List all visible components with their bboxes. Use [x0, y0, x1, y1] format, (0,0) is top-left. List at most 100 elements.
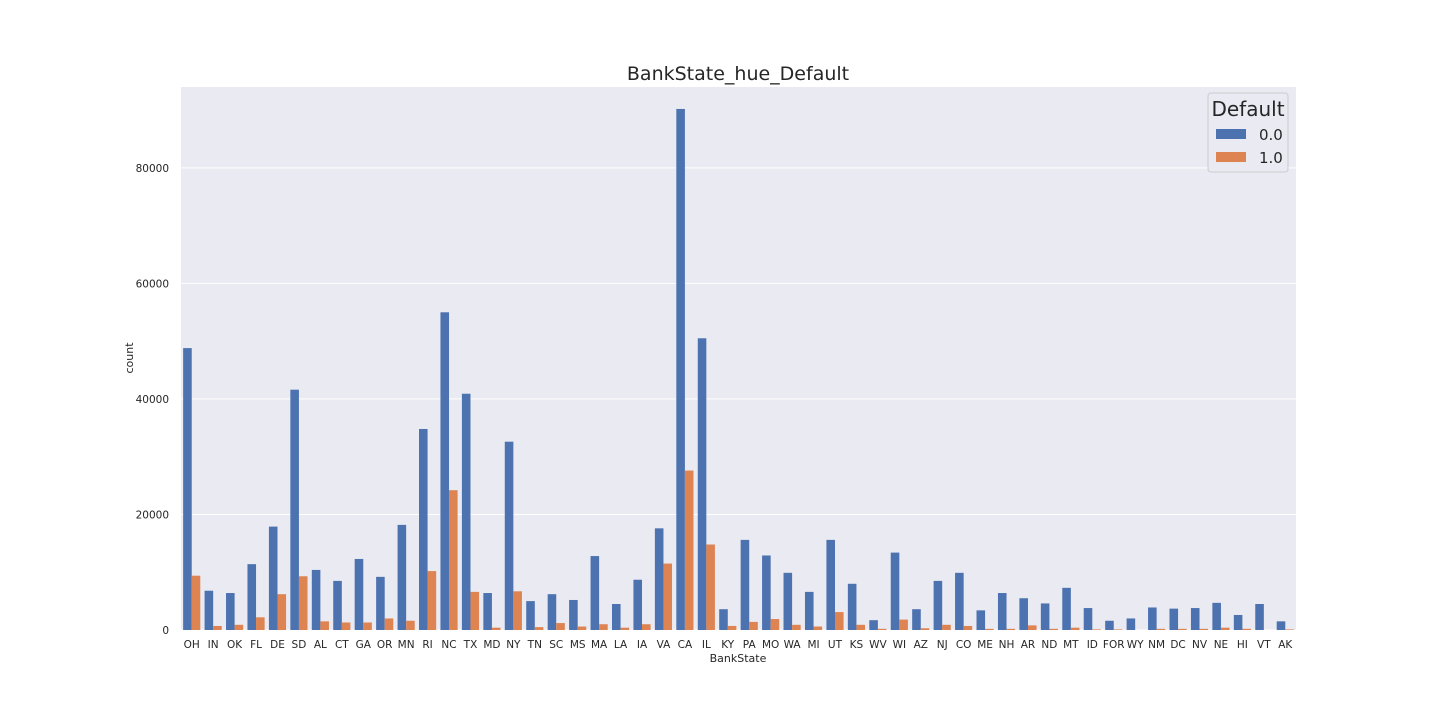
bar-FL-1.0: [256, 617, 265, 630]
x-axis-label: BankState: [710, 652, 767, 665]
bar-NE-1.0: [1220, 627, 1230, 630]
bar-TX-1.0: [470, 591, 480, 630]
bar-HI-0.0: [1233, 614, 1243, 630]
bar-MD-1.0: [491, 627, 501, 630]
bar-OR-0.0: [376, 576, 385, 630]
bar-AZ-1.0: [920, 628, 930, 630]
bar-GA-1.0: [363, 622, 372, 630]
x-tick-label-TX: TX: [463, 639, 478, 651]
bar-WA-1.0: [792, 624, 801, 630]
y-axis-label: count: [123, 342, 136, 374]
x-tick-label-GA: GA: [356, 639, 372, 651]
bar-MI-1.0: [813, 626, 823, 630]
bar-NH-0.0: [997, 593, 1007, 630]
bars: [183, 108, 1294, 631]
x-tick-label-FL: FL: [250, 639, 262, 651]
x-tick-label-IN: IN: [208, 639, 219, 651]
bar-CT-0.0: [333, 580, 342, 630]
x-tick-label-CA: CA: [678, 639, 693, 651]
x-tick-label-VT: VT: [1257, 639, 1271, 651]
bar-MD-0.0: [483, 593, 492, 630]
bar-NE-0.0: [1212, 602, 1221, 630]
x-tick-label-WV: WV: [869, 639, 887, 651]
bar-SD-1.0: [298, 576, 308, 630]
bar-CO-0.0: [955, 572, 964, 630]
bar-DC-1.0: [1178, 628, 1187, 630]
bar-AR-0.0: [1019, 598, 1028, 630]
bar-AK-0.0: [1276, 621, 1286, 630]
x-tick-label-OR: OR: [377, 639, 393, 651]
bar-WA-0.0: [783, 572, 793, 630]
bar-MA-1.0: [599, 624, 608, 630]
bar-TN-0.0: [526, 601, 535, 630]
x-tick-label-LA: LA: [614, 639, 628, 651]
x-tick-labels: OH IN OK FL DE SD AL CT GA OR MN RI NC TX MD NY TN SC MS MA…: [184, 639, 1294, 651]
bar-SD-0.0: [290, 389, 299, 630]
x-tick-label-MA: MA: [591, 639, 608, 651]
y-tick-label-2: 40000: [136, 394, 169, 406]
x-tick-label-NE: NE: [1214, 639, 1229, 651]
bar-DC-0.0: [1169, 608, 1179, 630]
legend-label-0: 0.0: [1259, 126, 1283, 144]
x-tick-label-WI: WI: [893, 639, 906, 651]
bar-DE-1.0: [277, 594, 287, 630]
bar-HI-1.0: [1242, 628, 1251, 630]
x-tick-label-AL: AL: [314, 639, 327, 651]
bar-NJ-0.0: [933, 580, 943, 630]
bar-IA-1.0: [642, 624, 651, 630]
bar-NC-0.0: [440, 312, 450, 630]
bar-NV-1.0: [1199, 628, 1209, 630]
bar-OH-1.0: [191, 575, 201, 630]
bar-DE-0.0: [268, 526, 278, 630]
x-tick-label-ME: ME: [977, 639, 993, 651]
x-tick-label-NJ: NJ: [937, 639, 948, 651]
bar-CA-0.0: [676, 108, 685, 631]
bar-MS-1.0: [577, 626, 587, 630]
bar-AL-1.0: [320, 621, 329, 630]
bar-VT-0.0: [1255, 604, 1264, 630]
bar-FOR-0.0: [1105, 620, 1114, 630]
bar-NM-0.0: [1148, 607, 1157, 630]
x-tick-label-CO: CO: [956, 639, 972, 651]
bar-NC-1.0: [449, 490, 458, 630]
bar-MT-0.0: [1062, 587, 1071, 630]
x-tick-label-FOR: FOR: [1103, 639, 1125, 651]
bar-CO-1.0: [963, 625, 973, 630]
x-tick-label-NH: NH: [999, 639, 1015, 651]
bar-OK-0.0: [226, 593, 235, 630]
legend-title: Default: [1211, 97, 1284, 121]
bar-ID-0.0: [1083, 608, 1093, 630]
x-tick-label-NM: NM: [1148, 639, 1165, 651]
x-tick-label-IL: IL: [702, 639, 711, 651]
x-tick-label-MO: MO: [762, 639, 779, 651]
x-tick-label-UT: UT: [828, 639, 843, 651]
x-tick-label-RI: RI: [422, 639, 432, 651]
x-tick-label-ND: ND: [1041, 639, 1057, 651]
bar-IN-1.0: [213, 625, 222, 630]
x-tick-label-NV: NV: [1192, 639, 1208, 651]
bar-ID-1.0: [1092, 629, 1101, 630]
bar-KY-0.0: [719, 609, 728, 630]
bar-AZ-0.0: [912, 609, 921, 630]
legend-swatch-1: [1216, 152, 1246, 162]
bar-VA-0.0: [654, 528, 664, 630]
bar-UT-0.0: [826, 539, 835, 630]
bar-MS-0.0: [569, 599, 578, 630]
x-tick-label-AR: AR: [1021, 639, 1035, 651]
legend-swatch-0: [1216, 129, 1246, 139]
x-tick-label-AK: AK: [1278, 639, 1293, 651]
bar-FOR-1.0: [1113, 629, 1123, 630]
bar-RI-0.0: [419, 428, 428, 630]
x-tick-label-NY: NY: [506, 639, 521, 651]
x-tick-label-ID: ID: [1087, 639, 1098, 651]
x-tick-label-NC: NC: [441, 639, 456, 651]
bar-KS-1.0: [856, 624, 866, 630]
x-tick-label-KS: KS: [850, 639, 864, 651]
bar-SC-0.0: [547, 594, 557, 630]
y-tick-label-1: 20000: [136, 509, 169, 521]
bar-LA-1.0: [620, 627, 630, 630]
legend-label-1: 1.0: [1259, 149, 1283, 167]
bar-FL-0.0: [247, 564, 257, 630]
bar-CA-1.0: [684, 470, 694, 630]
